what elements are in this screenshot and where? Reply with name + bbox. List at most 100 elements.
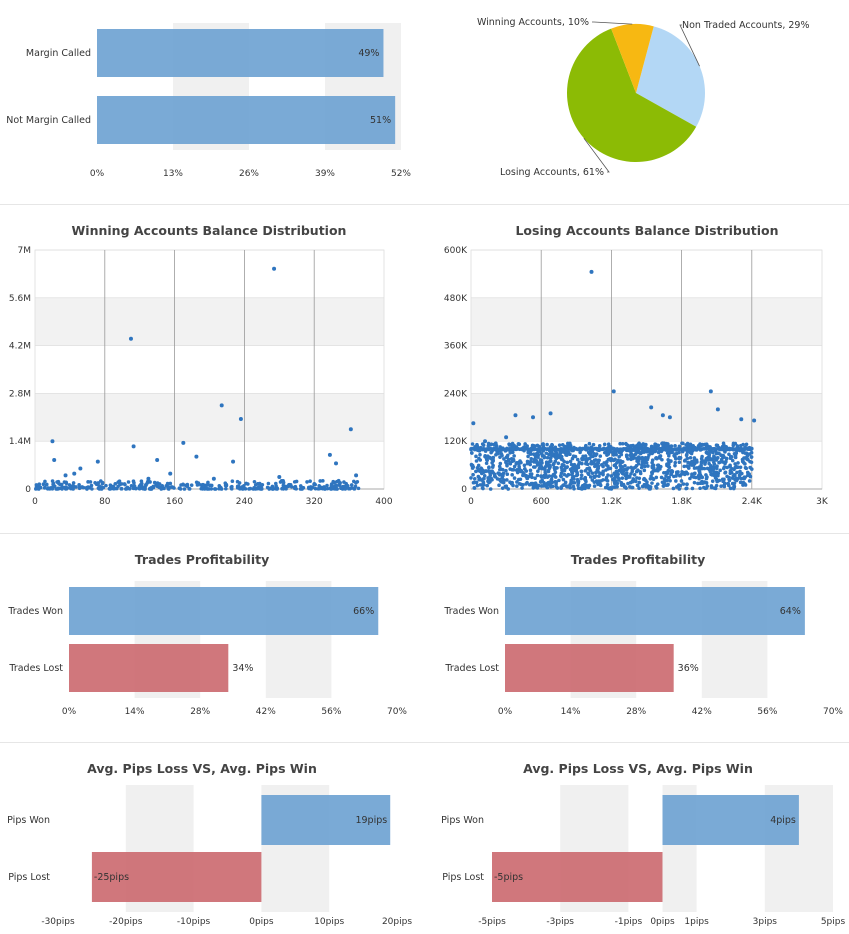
data-point [601, 464, 605, 469]
data-point [472, 486, 477, 490]
data-point [343, 487, 348, 491]
data-point [614, 471, 618, 476]
data-point [140, 481, 144, 486]
data-point [96, 486, 101, 491]
data-point [624, 453, 629, 457]
y-tick-label: 120K [444, 437, 468, 447]
data-point [615, 460, 619, 465]
data-point [667, 465, 672, 470]
data-point [526, 454, 530, 459]
data-point [112, 486, 117, 491]
data-point [703, 462, 707, 466]
data-point [534, 484, 538, 489]
data-point [525, 459, 530, 464]
winning-accounts-scatter-chart: Winning Accounts Balance Distribution 0 1… [9, 223, 393, 507]
data-point [647, 487, 652, 491]
data-point [699, 456, 704, 461]
bar [492, 852, 663, 902]
data-point [620, 465, 625, 469]
data-point [113, 481, 118, 486]
data-point [481, 476, 486, 481]
data-point [470, 463, 475, 468]
data-point [64, 480, 68, 485]
data-point [677, 444, 682, 449]
slice-label: Winning Accounts, 10% [477, 17, 589, 28]
data-point [486, 479, 490, 484]
data-point [697, 473, 701, 477]
data-point [731, 441, 736, 446]
data-point [711, 466, 715, 471]
data-point [674, 474, 678, 478]
data-point [86, 480, 90, 484]
data-point [511, 458, 516, 463]
data-point [649, 474, 653, 478]
data-point [654, 456, 659, 461]
data-point [556, 461, 561, 466]
data-point [182, 487, 187, 491]
data-point [744, 466, 749, 471]
plot-border [34, 249, 385, 490]
data-point [168, 481, 173, 486]
data-point [633, 452, 638, 456]
data-label: -5pips [494, 872, 523, 883]
data-point [722, 481, 727, 486]
data-point [666, 482, 670, 487]
bar [261, 795, 391, 845]
data-point [722, 484, 727, 489]
data-point [748, 474, 753, 479]
data-point [352, 486, 357, 491]
data-point [238, 417, 243, 422]
data-point [634, 469, 639, 474]
data-point [719, 457, 724, 462]
data-point [560, 443, 565, 447]
data-point [50, 487, 55, 491]
data-point [667, 454, 671, 458]
x-tick-label: 2.4K [742, 497, 763, 507]
data-point [659, 475, 664, 480]
data-point [673, 460, 678, 465]
data-point [475, 483, 480, 488]
data-point [586, 472, 591, 476]
data-point [497, 483, 501, 488]
data-point [733, 455, 738, 460]
data-point [246, 482, 250, 486]
data-point [752, 418, 757, 423]
data-point [108, 485, 113, 490]
data-point [608, 466, 613, 471]
x-tick-label: 0% [498, 707, 513, 717]
data-point [588, 452, 592, 456]
x-tick-label: 14% [561, 707, 581, 717]
data-point [283, 484, 288, 489]
data-point [510, 441, 515, 446]
data-point [591, 442, 596, 447]
data-point [704, 442, 709, 446]
pie-slice [636, 26, 705, 127]
data-point [737, 476, 742, 480]
x-tick-label: 56% [321, 707, 341, 717]
category-label: Trades Lost [444, 663, 499, 674]
data-point [515, 470, 520, 475]
data-point [714, 457, 718, 462]
data-point [583, 454, 588, 458]
data-point [605, 460, 609, 464]
data-point [42, 486, 47, 490]
chart-title: Avg. Pips Loss VS, Avg. Pips Win [523, 761, 753, 776]
data-point [86, 485, 90, 489]
data-point [522, 463, 527, 468]
data-point [504, 468, 508, 473]
data-point [721, 441, 726, 446]
data-point [487, 466, 491, 470]
data-point [549, 484, 553, 489]
data-point [354, 473, 359, 478]
data-point [674, 479, 678, 483]
chart-title: Avg. Pips Loss VS, Avg. Pips Win [87, 761, 317, 776]
x-tick-label: 28% [190, 707, 210, 717]
y-tick-label: 4.2M [9, 342, 31, 352]
data-point [656, 467, 661, 471]
data-point [562, 472, 567, 477]
data-point [724, 459, 728, 464]
data-point [749, 455, 754, 459]
data-point [743, 456, 748, 460]
category-label: Pips Won [441, 815, 484, 826]
